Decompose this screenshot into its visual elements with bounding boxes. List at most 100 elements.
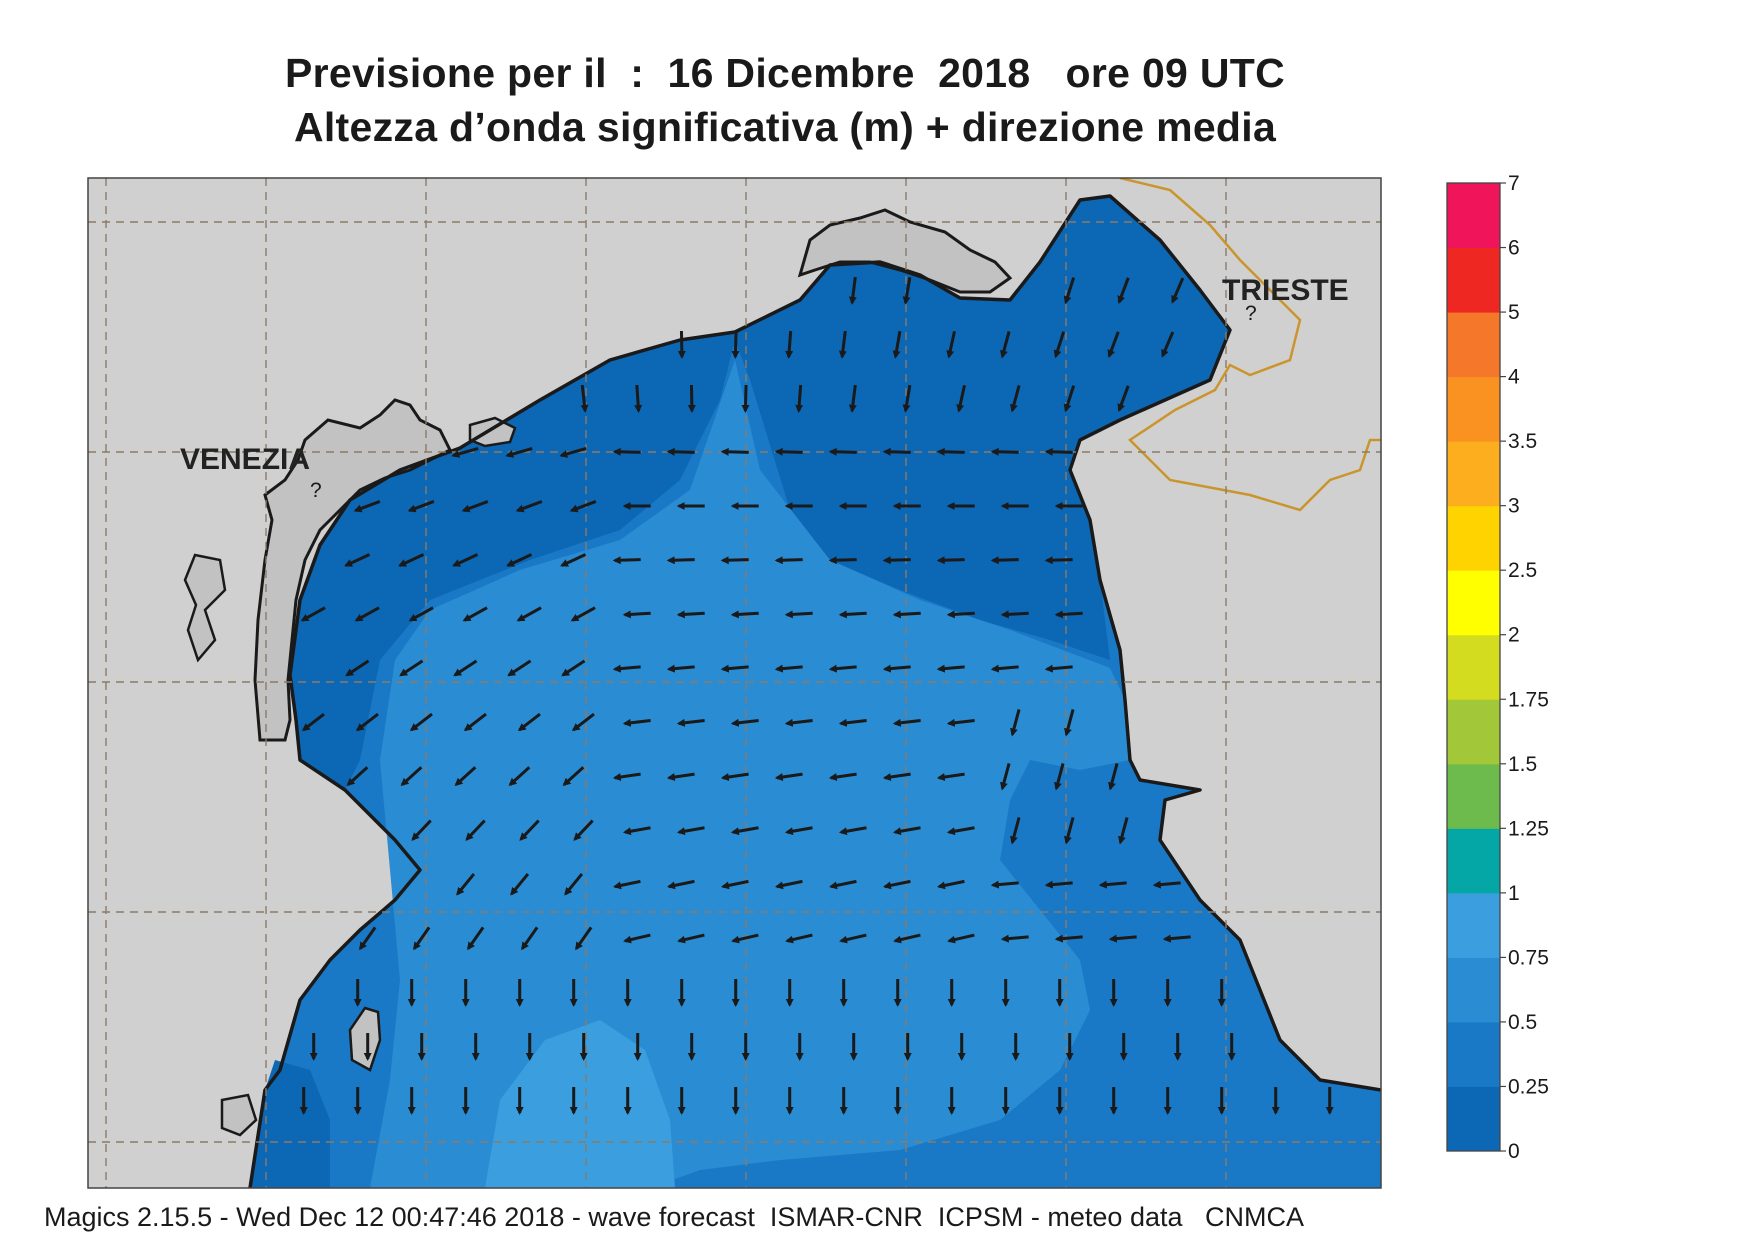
- wave-direction-arrow: [676, 610, 705, 619]
- colorbar-tick-label: 0.25: [1508, 1075, 1549, 1098]
- colorbar-frame: [1446, 182, 1501, 1152]
- wave-direction-arrow: [1044, 556, 1073, 565]
- colorbar-ticks: 7 6 5 4 3.5 3 2.5 2 1.75 1.5 1.25 1 0.75 0.5 0.25 0: [1500, 172, 1549, 1163]
- wave-direction-arrow: [1053, 331, 1066, 359]
- southwest-island-1: [348, 1006, 382, 1072]
- wave-direction-arrow: [519, 819, 540, 841]
- wave-direction-arrow: [730, 826, 759, 836]
- wave-direction-arrow: [720, 664, 749, 673]
- wave-direction-arrow: [1000, 934, 1029, 943]
- lagoon-islands: [253, 398, 453, 742]
- wave-direction-arrow: [461, 500, 489, 513]
- wave-direction-arrow: [946, 610, 975, 619]
- wave-direction-arrow: [936, 664, 965, 673]
- wave-direction-arrow: [452, 553, 479, 567]
- footer-credits: Magics 2.15.5 - Wed Dec 12 00:47:46 2018…: [44, 1202, 1304, 1232]
- wave-direction-arrow: [407, 500, 435, 513]
- colorbar-band: [1447, 828, 1500, 894]
- wave-direction-arrow: [506, 553, 533, 567]
- wave-direction-arrow: [947, 933, 975, 944]
- wave-direction-arrow: [623, 933, 651, 944]
- wave-direction-arrow: [1044, 447, 1073, 456]
- wave-direction-arrow: [838, 718, 867, 727]
- wave-direction-arrow: [560, 553, 587, 567]
- wave-direction-arrow: [892, 826, 921, 836]
- wave-direction-arrow: [346, 766, 369, 787]
- wave-direction-arrow: [1064, 709, 1075, 737]
- wave-direction-arrow: [720, 447, 749, 456]
- colorbar-tick-label: 1.25: [1508, 817, 1549, 840]
- wave-direction-arrow: [731, 933, 759, 944]
- wave-direction-arrow: [521, 926, 539, 951]
- southwest-island-2: [220, 1093, 258, 1137]
- wave-direction-arrow: [828, 556, 857, 565]
- wave-direction-arrow: [622, 718, 651, 727]
- colorbar-band: [1447, 892, 1500, 958]
- wave-direction-arrow: [400, 766, 423, 787]
- high-zone-south: [485, 1020, 675, 1188]
- wave-direction-arrow: [667, 879, 695, 890]
- wave-direction-arrow: [828, 447, 857, 456]
- wave-direction-arrow: [507, 659, 532, 677]
- map-title: Previsione per il : 16 Dicembre 2018 ore…: [284, 50, 1286, 96]
- colorbar-tick-label: 0.75: [1508, 946, 1549, 969]
- wave-direction-arrow: [612, 447, 641, 456]
- wave-direction-arrow: [720, 772, 749, 781]
- wave-direction-arrow: [1054, 610, 1083, 619]
- shallow-zone-north: [290, 196, 1230, 790]
- wave-direction-arrow: [990, 880, 1019, 889]
- wave-direction-arrow: [1010, 385, 1021, 413]
- colorbar-tick-label: 3: [1508, 495, 1520, 518]
- wave-direction-arrow: [1000, 763, 1011, 791]
- lagoon-fragment-west: [183, 553, 227, 663]
- wave-direction-arrow: [1152, 880, 1181, 889]
- venezia-marker: ?: [310, 479, 322, 502]
- wave-direction-arrow: [573, 819, 594, 841]
- wave-direction-arrow: [465, 819, 486, 841]
- colorbar-tick-label: 2: [1508, 624, 1520, 647]
- wave-direction-arrow: [612, 772, 641, 781]
- wave-direction-arrow: [936, 772, 965, 781]
- wave-direction-arrow: [1107, 331, 1120, 359]
- wave-direction-arrow: [456, 872, 476, 896]
- wave-direction-arrow: [300, 606, 326, 622]
- colorbar-band: [1447, 763, 1500, 829]
- wave-direction-arrow: [570, 606, 596, 622]
- wave-direction-arrow: [893, 933, 921, 944]
- national-border: [1119, 178, 1381, 512]
- wave-direction-arrow: [1162, 934, 1191, 943]
- wave-direction-arrow: [463, 712, 487, 732]
- wave-direction-arrow: [666, 447, 695, 456]
- wave-direction-arrow: [612, 556, 641, 565]
- wave-direction-arrow: [892, 610, 921, 619]
- colorbar-tick-label: 1: [1508, 882, 1520, 905]
- wave-direction-arrow: [946, 826, 975, 836]
- wave-direction-arrow: [559, 446, 587, 458]
- wave-direction-arrow: [784, 610, 813, 619]
- wave-direction-arrow: [1010, 709, 1021, 737]
- wave-direction-arrow: [883, 879, 911, 890]
- wave-direction-arrow: [413, 926, 431, 951]
- colorbar-band: [1447, 1086, 1500, 1152]
- wave-direction-arrow: [301, 712, 325, 732]
- colorbar-band: [1447, 441, 1500, 507]
- wave-direction-arrow: [775, 879, 803, 890]
- wave-direction-arrow: [398, 553, 425, 567]
- colorbar-tick-label: 2.5: [1508, 559, 1537, 582]
- wave-direction-arrow: [515, 500, 543, 513]
- colorbar-tick-label: 3.5: [1508, 430, 1537, 453]
- wave-direction-arrow: [666, 556, 695, 565]
- wave-direction-arrow: [828, 664, 857, 673]
- colorbar-tick-label: 7: [1508, 172, 1520, 195]
- wave-direction-arrow: [462, 606, 488, 622]
- wave-direction-arrow: [839, 933, 867, 944]
- wave-direction-arrow: [956, 384, 966, 413]
- wave-direction-arrow: [676, 826, 705, 836]
- wave-direction-arrow: [561, 659, 586, 677]
- wave-direction-arrow: [353, 500, 381, 513]
- wave-direction-arrow: [571, 712, 595, 732]
- colorbar-tick-label: 0.5: [1508, 1011, 1537, 1034]
- wave-direction-arrow: [1108, 934, 1137, 943]
- wave-direction-arrow: [828, 772, 857, 781]
